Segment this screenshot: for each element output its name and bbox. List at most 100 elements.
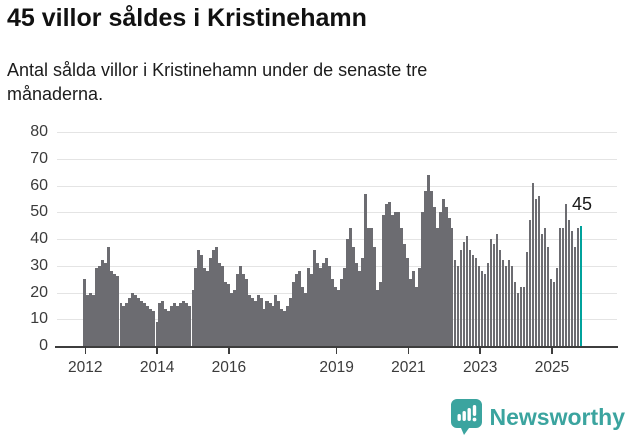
bar: [166, 311, 170, 346]
bar: [187, 305, 191, 346]
bar: [232, 289, 236, 346]
bar: [495, 233, 498, 346]
bar: [256, 295, 260, 346]
bar: [175, 305, 179, 346]
bar: [334, 287, 338, 346]
bar: [112, 273, 116, 346]
bar: [474, 257, 477, 346]
y-axis-tick-label: 0: [39, 337, 48, 354]
highlighted-bar-latest: [579, 225, 582, 346]
bar: [501, 260, 504, 346]
bar: [184, 303, 188, 346]
x-axis-tick: [551, 348, 553, 354]
bar: [507, 260, 510, 346]
bar: [519, 287, 522, 346]
x-axis-tick-label: 2025: [534, 359, 570, 376]
bar: [262, 308, 266, 346]
bar: [465, 236, 468, 346]
bar: [498, 249, 501, 346]
x-axis-baseline: [55, 345, 618, 348]
bar: [400, 228, 404, 346]
bar: [385, 204, 389, 346]
bar: [522, 287, 525, 346]
bar: [528, 220, 531, 346]
bar: [220, 265, 224, 346]
bar: [409, 279, 413, 346]
bar: [456, 265, 460, 346]
x-axis-tick-label: 2014: [139, 359, 175, 376]
bar: [169, 305, 173, 346]
bar: [406, 257, 410, 346]
bar: [181, 300, 185, 346]
bar: [361, 257, 365, 346]
bar: [388, 201, 392, 346]
page-title: 45 villor såldes i Kristinehamn: [7, 4, 367, 32]
y-axis-tick-label: 10: [30, 310, 48, 328]
bar: [151, 311, 155, 346]
gridline: [57, 239, 617, 240]
bar: [421, 212, 425, 346]
bar: [295, 273, 299, 346]
bar: [268, 303, 272, 346]
bar: [450, 228, 454, 346]
bar: [136, 297, 140, 346]
x-axis-tick-label: 2023: [462, 359, 498, 376]
bar: [265, 300, 269, 346]
bar: [513, 281, 516, 346]
bar: [439, 212, 443, 346]
bar: [304, 292, 308, 346]
bar: [322, 263, 326, 346]
x-axis-tick: [479, 348, 481, 354]
y-axis-tick-label: 40: [30, 230, 48, 247]
bar: [540, 233, 543, 346]
bar: [103, 263, 107, 346]
bar: [193, 268, 197, 346]
bar: [459, 249, 463, 346]
bar: [376, 289, 380, 346]
bar: [91, 295, 95, 346]
bar: [88, 292, 92, 346]
bar: [316, 263, 320, 346]
bar: [157, 303, 161, 346]
bar: [244, 279, 248, 346]
bar: [148, 308, 152, 346]
bar: [250, 297, 254, 346]
bar: [349, 228, 353, 346]
bar: [307, 268, 311, 346]
bar: [202, 268, 206, 346]
gridline: [57, 265, 617, 267]
bar: [516, 292, 519, 346]
bar: [573, 247, 576, 346]
bar: [504, 265, 507, 346]
x-axis-tick-label: 2012: [68, 359, 103, 376]
bar: [155, 321, 158, 346]
bar: [379, 281, 383, 346]
bar: [370, 228, 374, 346]
bar: [100, 260, 104, 346]
bar: [462, 241, 466, 346]
gridline: [57, 185, 617, 187]
bar: [358, 271, 362, 346]
gridline: [57, 212, 617, 214]
bar: [325, 257, 329, 346]
newsworthy-brand-text: Newsworthy: [489, 403, 625, 430]
bar: [436, 228, 440, 346]
x-axis-tick-label: 2019: [319, 359, 354, 376]
bar: [531, 182, 534, 346]
bar: [119, 303, 122, 346]
gridline: [57, 132, 617, 133]
bar: [391, 214, 395, 346]
bar: [373, 247, 377, 346]
y-axis-tick-label: 30: [30, 256, 48, 274]
bar: [196, 249, 200, 346]
bar: [83, 279, 87, 346]
bar: [277, 300, 281, 346]
bar: [340, 279, 344, 346]
bar: [319, 268, 323, 346]
y-axis-tick-label: 20: [30, 283, 48, 301]
bar: [208, 257, 212, 346]
bar: [286, 305, 290, 346]
bar: [489, 239, 492, 346]
bar: [229, 292, 233, 346]
